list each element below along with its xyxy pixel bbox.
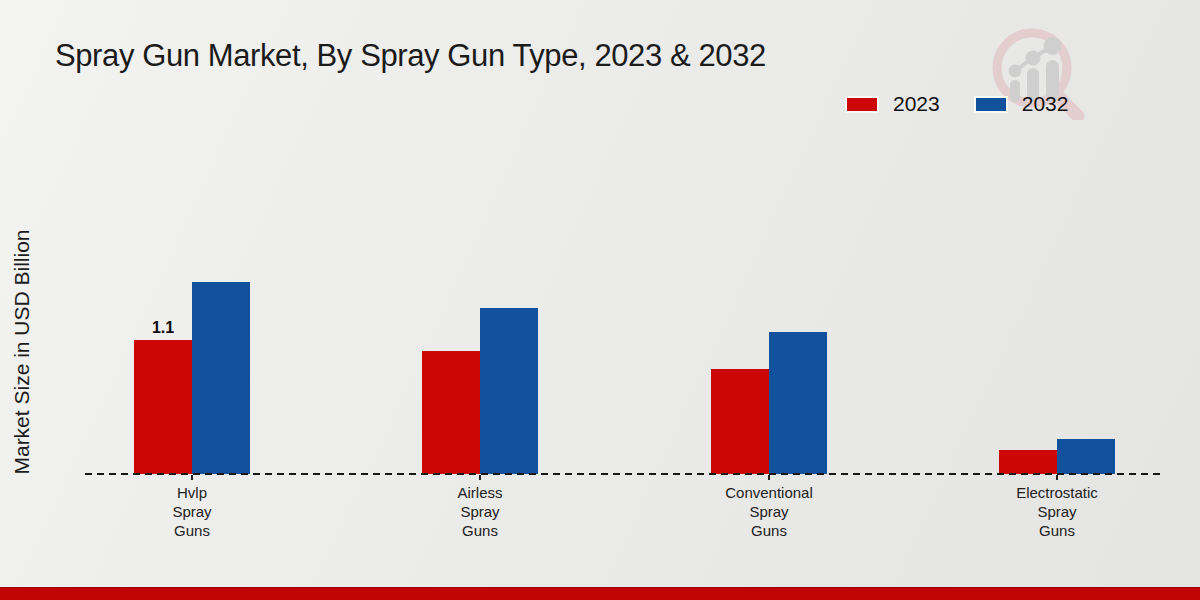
- legend-item-2023: 2023: [845, 92, 940, 116]
- x-axis-tick-electrostatic-spray-guns: [1056, 475, 1058, 480]
- bar-value-label: 1.1: [133, 319, 193, 337]
- bar-2023-conventional-spray-guns: [711, 369, 769, 474]
- x-axis-label-hvlp-spray-guns: Hvlp Spray Guns: [112, 483, 272, 540]
- x-axis-line: [85, 473, 1164, 475]
- legend-label-2032: 2032: [1022, 92, 1069, 116]
- legend-item-2032: 2032: [974, 92, 1069, 116]
- bar-2023-electrostatic-spray-guns: [999, 450, 1057, 474]
- legend: 2023 2032: [845, 92, 1068, 116]
- bar-2032-electrostatic-spray-guns: [1057, 439, 1115, 474]
- x-axis-label-conventional-spray-guns: Conventional Spray Guns: [689, 483, 849, 540]
- x-axis-tick-airless-spray-guns: [479, 475, 481, 480]
- bar-2032-hvlp-spray-guns: [192, 282, 250, 474]
- bar-2032-conventional-spray-guns: [769, 332, 827, 474]
- legend-label-2023: 2023: [893, 92, 940, 116]
- bar-2023-hvlp-spray-guns: [134, 340, 192, 474]
- x-axis-tick-conventional-spray-guns: [768, 475, 770, 480]
- x-axis-tick-hvlp-spray-guns: [191, 475, 193, 480]
- legend-swatch-2023: [845, 96, 879, 113]
- bar-2023-airless-spray-guns: [422, 351, 480, 474]
- y-axis-title: Market Size in USD Billion: [10, 229, 34, 474]
- footer-accent-bar: [0, 587, 1200, 600]
- chart-title: Spray Gun Market, By Spray Gun Type, 202…: [55, 38, 766, 74]
- x-axis-label-airless-spray-guns: Airless Spray Guns: [400, 483, 560, 540]
- bar-2032-airless-spray-guns: [480, 308, 538, 474]
- legend-swatch-2032: [974, 96, 1008, 113]
- chart-canvas: Spray Gun Market, By Spray Gun Type, 202…: [0, 0, 1200, 600]
- x-axis-label-electrostatic-spray-guns: Electrostatic Spray Guns: [977, 483, 1137, 540]
